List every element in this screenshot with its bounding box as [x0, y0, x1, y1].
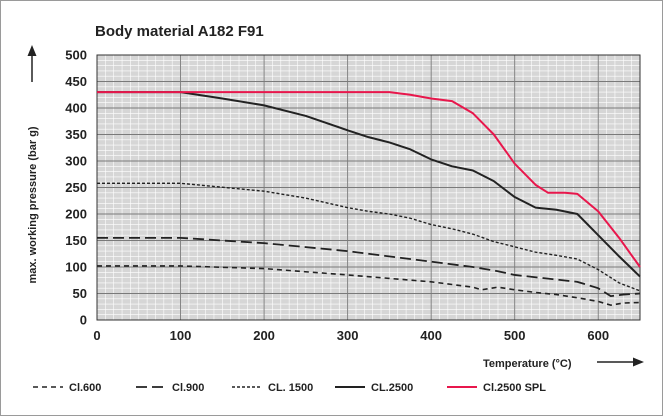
x-tick-label: 400 — [420, 328, 442, 343]
x-tick-label: 300 — [337, 328, 359, 343]
y-tick-label: 500 — [65, 48, 87, 63]
y-tick-label: 400 — [65, 101, 87, 116]
y-tick-label: 250 — [65, 180, 87, 195]
x-axis-label: Temperature (°C) — [483, 358, 572, 370]
series-line-4 — [97, 91, 641, 278]
legend: Cl.600 Cl.900 CL. 1500 CL.2500 Cl.2500 SPL — [33, 382, 546, 394]
legend-label: Cl.2500 SPL — [483, 382, 546, 394]
x-tick-label: 100 — [170, 328, 192, 343]
y-tick-label: 0 — [80, 313, 87, 328]
x-tick-label: 0 — [93, 328, 100, 343]
x-axis-arrow — [597, 357, 644, 367]
y-axis-label-group: max. working pressure (bar g) — [27, 126, 39, 283]
y-axis-arrow — [27, 45, 37, 82]
series-layer — [97, 91, 641, 306]
y-tick-label: 300 — [65, 154, 87, 169]
legend-label: Cl.600 — [69, 382, 101, 394]
tick-labels: 0 100 200 300 400 500 600 0 50 100 150 200 250 300 350… — [65, 48, 609, 344]
y-tick-label: 200 — [65, 207, 87, 222]
y-tick-label: 50 — [73, 286, 87, 301]
plot-border — [96, 54, 641, 321]
series-line-1 — [97, 265, 641, 306]
y-tick-label: 350 — [65, 127, 87, 142]
legend-label: Cl.900 — [172, 382, 204, 394]
y-tick-label: 100 — [65, 260, 87, 275]
y-tick-label: 150 — [65, 233, 87, 248]
legend-label: CL. 1500 — [268, 382, 313, 394]
y-tick-label: 450 — [65, 74, 87, 89]
y-axis-label: max. working pressure (bar g) — [27, 126, 39, 283]
x-tick-label: 500 — [504, 328, 526, 343]
legend-label: CL.2500 — [371, 382, 413, 394]
x-tick-label: 200 — [253, 328, 275, 343]
series-line-5 — [97, 91, 641, 268]
x-tick-label: 600 — [587, 328, 609, 343]
chart-title: Body material A182 F91 — [95, 23, 264, 40]
series-line-2 — [97, 236, 641, 298]
